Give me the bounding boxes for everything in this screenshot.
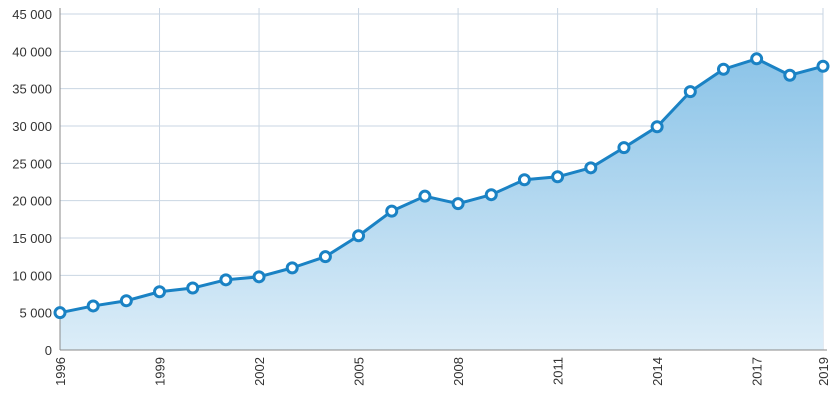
data-point-2006 — [385, 204, 399, 218]
y-tick-label: 25 000 — [12, 156, 52, 171]
data-points — [53, 52, 830, 320]
data-point-2018 — [783, 68, 797, 82]
data-point-1996 — [53, 306, 67, 320]
x-tick-label: 2002 — [252, 357, 267, 386]
y-tick-label: 35 000 — [12, 82, 52, 97]
x-tick-label: 2008 — [451, 357, 466, 386]
data-point-2008 — [451, 197, 465, 211]
data-point-2014 — [650, 120, 664, 134]
area-path — [60, 58, 823, 351]
data-point-1999 — [153, 285, 167, 299]
y-tick-label: 45 000 — [12, 7, 52, 22]
y-tick-label: 15 000 — [12, 231, 52, 246]
x-tick-label: 2019 — [816, 357, 831, 386]
data-point-2000 — [186, 281, 200, 295]
y-tick-label: 40 000 — [12, 44, 52, 59]
data-point-2015 — [683, 85, 697, 99]
data-point-2007 — [418, 189, 432, 203]
axes — [59, 8, 827, 351]
y-tick-label: 5 000 — [19, 306, 52, 321]
x-tick-label: 2017 — [750, 357, 765, 386]
x-axis-tick-labels: 1996 1999 2002 2005 2008 2011 2014 2017 2019 — [53, 357, 831, 386]
data-point-2019 — [816, 59, 830, 73]
data-point-2016 — [716, 62, 730, 76]
data-point-2001 — [219, 273, 233, 287]
data-point-2004 — [318, 250, 332, 264]
y-tick-label: 20 000 — [12, 194, 52, 209]
data-point-2017 — [750, 52, 764, 66]
data-point-1997 — [86, 299, 100, 313]
y-tick-label: 0 — [45, 343, 52, 358]
x-tick-label: 2005 — [352, 357, 367, 386]
area-fill — [60, 58, 823, 351]
data-point-2002 — [252, 270, 266, 284]
data-point-2005 — [352, 229, 366, 243]
y-tick-label: 30 000 — [12, 119, 52, 134]
data-point-2013 — [617, 141, 631, 155]
data-point-2011 — [551, 170, 565, 184]
data-point-2009 — [484, 188, 498, 202]
data-point-1998 — [119, 294, 133, 308]
y-tick-label: 10 000 — [12, 268, 52, 283]
data-point-2012 — [584, 161, 598, 175]
x-tick-label: 1996 — [53, 357, 68, 386]
data-point-2003 — [285, 261, 299, 275]
x-tick-label: 2014 — [650, 357, 665, 386]
x-tick-label: 2011 — [551, 357, 566, 385]
data-point-2010 — [517, 173, 531, 187]
y-axis-tick-labels: 0 5 000 10 000 15 000 20 000 25 000 30 000 35 0… — [12, 7, 52, 358]
x-tick-label: 1999 — [153, 357, 168, 386]
